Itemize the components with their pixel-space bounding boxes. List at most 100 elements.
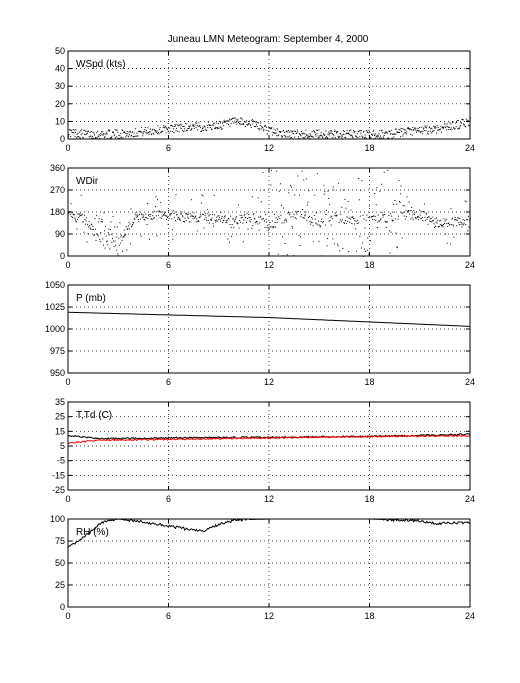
data-point (391, 215, 393, 217)
data-point (389, 131, 391, 133)
data-point (417, 129, 418, 131)
data-point (392, 220, 394, 222)
data-point (345, 207, 347, 209)
data-point (441, 127, 443, 129)
data-point (161, 130, 163, 132)
data-point (281, 136, 283, 138)
data-point (182, 131, 184, 133)
data-point (127, 225, 129, 227)
data-point (384, 214, 386, 215)
data-point (429, 126, 431, 128)
data-point (199, 126, 201, 128)
data-point (87, 131, 89, 133)
data-point (448, 222, 450, 224)
data-point (164, 211, 166, 213)
data-point (442, 226, 444, 228)
data-point (73, 132, 75, 134)
data-point (87, 223, 89, 225)
data-point (241, 117, 243, 119)
data-point (329, 130, 331, 132)
data-point (391, 129, 393, 131)
data-point (374, 135, 376, 136)
data-point (252, 120, 254, 122)
data-point (465, 118, 467, 120)
data-point (88, 220, 90, 222)
data-point (101, 221, 103, 223)
data-point (381, 212, 383, 213)
data-point (191, 214, 193, 216)
data-point (387, 169, 389, 171)
data-point (287, 129, 289, 131)
x-tick-label: 12 (264, 611, 274, 621)
data-point (135, 216, 137, 218)
data-point (86, 133, 87, 135)
data-point (309, 135, 310, 137)
data-point (319, 226, 321, 228)
data-point (353, 131, 355, 133)
y-tick-label: -15 (52, 470, 65, 480)
data-point (158, 211, 160, 213)
data-point (336, 131, 338, 133)
data-point (163, 127, 165, 129)
data-point (185, 123, 187, 125)
data-point (445, 125, 447, 127)
data-point (143, 130, 145, 132)
data-point (459, 125, 461, 127)
data-point (318, 129, 320, 131)
data-point (387, 189, 389, 191)
data-point (416, 131, 417, 133)
data-point (343, 222, 345, 223)
data-point (118, 244, 120, 246)
data-point (328, 220, 330, 222)
data-point (379, 130, 381, 132)
data-point (253, 213, 255, 215)
data-point (292, 130, 293, 132)
data-point (221, 217, 223, 219)
data-point (295, 130, 297, 132)
data-point (264, 126, 266, 128)
data-point (459, 126, 461, 128)
data-point (164, 126, 166, 128)
x-tick-label: 24 (465, 494, 475, 504)
data-point (282, 130, 284, 132)
data-point (361, 135, 363, 137)
data-point (122, 236, 124, 238)
data-point (197, 220, 199, 222)
data-point (277, 129, 279, 131)
x-tick-label: 18 (364, 143, 374, 153)
data-point (309, 133, 311, 135)
data-point (390, 231, 392, 233)
data-point (141, 132, 143, 134)
data-point (295, 211, 297, 213)
x-tick-label: 18 (364, 377, 374, 387)
data-point (404, 132, 406, 134)
data-point (405, 210, 407, 212)
data-point (224, 121, 226, 123)
data-point (73, 214, 75, 216)
data-point (283, 129, 284, 131)
data-point (223, 119, 225, 121)
data-point (172, 128, 174, 130)
data-point (366, 214, 368, 216)
data-point (253, 121, 255, 123)
data-point (74, 217, 76, 219)
data-point (262, 127, 264, 129)
data-point (91, 137, 93, 139)
data-point (257, 122, 259, 124)
data-point (267, 133, 269, 135)
data-point (374, 215, 376, 217)
data-point (108, 228, 110, 230)
data-point (173, 216, 175, 218)
data-point (306, 135, 308, 137)
data-point (152, 215, 154, 217)
data-point (270, 184, 272, 186)
data-point (262, 130, 264, 132)
data-point (239, 123, 241, 125)
data-point (262, 218, 264, 220)
data-point (181, 215, 183, 217)
data-point (434, 127, 436, 129)
data-point (377, 214, 379, 216)
data-point (408, 128, 410, 130)
data-point (350, 134, 352, 136)
x-tick-label: 0 (65, 377, 70, 387)
